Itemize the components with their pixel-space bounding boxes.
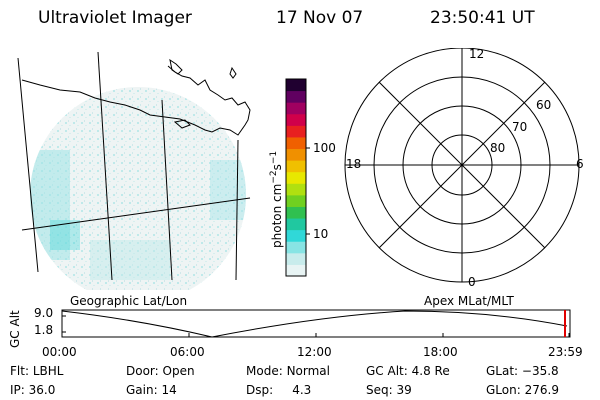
colorbar-band: [286, 241, 306, 254]
latitude-line: [21, 197, 251, 231]
colorbar-unit-label: photon cm−2s−1: [269, 150, 284, 248]
geo-lat-lon-label: Geographic Lat/Lon: [70, 294, 188, 308]
colorbar-band: [286, 171, 306, 184]
colorbar-band: [286, 136, 306, 150]
time-tick-1800: 18:00: [423, 345, 458, 359]
mlat-80-label: 80: [490, 141, 506, 155]
gc-alt-field: GC Alt: 4.8 Re: [366, 364, 450, 378]
meridian-line: [17, 57, 39, 273]
colorbar-band: [286, 113, 306, 126]
colorbar-band: [286, 90, 306, 103]
island: [169, 58, 183, 75]
colorbar-band: [286, 148, 306, 161]
colorbar-band: [286, 125, 306, 138]
time-tick-2359: 23:59: [548, 345, 583, 359]
colorbar-band: [286, 252, 306, 265]
polar-diagonal: [378, 81, 546, 249]
island: [229, 66, 237, 79]
colorbar-band: [286, 206, 306, 219]
mlt-12-label: 12: [469, 47, 485, 61]
colorbar-tick-100: 100: [313, 141, 336, 155]
date-label: 17 Nov 07: [276, 8, 364, 28]
altitude-curve: [61, 310, 568, 338]
gc-alt-min-label: 1.8: [34, 323, 54, 337]
dsp-field: Dsp: 4.3: [246, 383, 312, 397]
mode-field: Mode: Normal: [246, 364, 330, 378]
meridian-line: [235, 139, 239, 281]
colorbar-band: [286, 102, 306, 115]
filter-field: Flt: LBHL: [10, 364, 64, 378]
meridian-line: [161, 99, 173, 281]
colorbar-band: [286, 160, 306, 173]
colorbar-tick-10: 10: [313, 227, 329, 241]
uv-disk: [30, 87, 246, 290]
mlt-6-label: 6: [576, 157, 584, 171]
meridian-line: [97, 51, 113, 281]
orbit-altitude-plot: [61, 309, 571, 338]
gain-field: Gain: 14: [126, 383, 177, 397]
colorbar: [285, 78, 310, 277]
time-label: 23:50:41 UT: [430, 8, 535, 28]
colorbar-band: [286, 194, 306, 207]
island: [173, 119, 191, 129]
gc-alt-axis-label: GC Alt: [8, 310, 22, 348]
mlt-18-label: 18: [346, 157, 362, 171]
coastline: [21, 65, 251, 136]
seq-field: Seq: 39: [366, 383, 412, 397]
colorbar-band: [286, 79, 306, 92]
geographic-map: [17, 51, 251, 290]
instrument-title: Ultraviolet Imager: [38, 8, 192, 28]
mlat-70-label: 70: [512, 120, 528, 134]
mlat-60-label: 60: [536, 98, 552, 112]
glon-field: GLon: 276.9: [486, 383, 559, 397]
time-tick-0600: 06:00: [170, 345, 205, 359]
glat-field: GLat: −35.8: [486, 364, 559, 378]
polar-plot: [344, 48, 580, 283]
colorbar-band: [286, 183, 306, 196]
time-tick-1200: 12:00: [297, 345, 332, 359]
ip-field: IP: 36.0: [10, 383, 56, 397]
colorbar-band: [286, 264, 306, 277]
time-tick-0000: 00:00: [42, 345, 77, 359]
door-field: Door: Open: [126, 364, 195, 378]
colorbar-band: [286, 229, 306, 242]
mlt-0-label: 0: [468, 275, 476, 289]
gc-alt-max-label: 9.0: [34, 306, 54, 320]
apex-mlat-mlt-label: Apex MLat/MLT: [424, 294, 514, 308]
colorbar-band: [286, 218, 306, 231]
